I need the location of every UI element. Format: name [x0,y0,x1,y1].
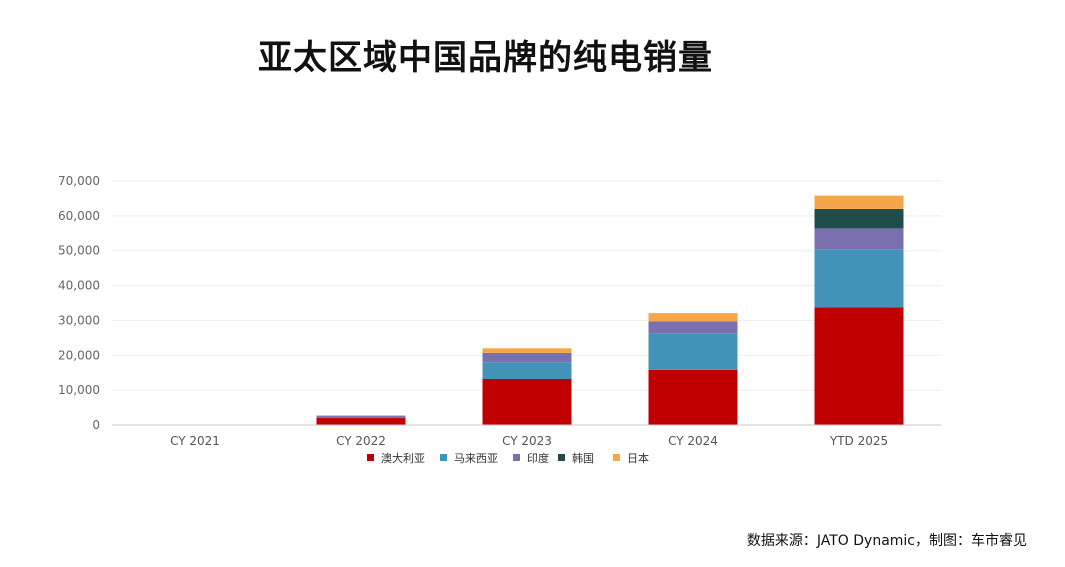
bar-segment [814,307,904,425]
legend-label: 韩国 [572,451,594,465]
x-tick-label: YTD 2025 [829,434,888,448]
y-tick-label: 70,000 [58,174,100,188]
bar-segment [648,321,738,334]
source-note: 数据来源：JATO Dynamic，制图：车市睿见 [746,533,1027,549]
bar-segment [648,369,738,425]
legend-label: 印度 [527,451,549,465]
bar-segment [814,208,904,229]
y-tick-label: 0 [92,418,100,432]
legend-swatch [440,454,447,461]
legend-label: 马来西亚 [454,452,498,465]
bar-segment [482,362,572,379]
y-tick-label: 40,000 [58,279,100,293]
y-tick-label: 20,000 [58,348,100,362]
x-tick-label: CY 2023 [502,434,552,448]
bar-segment [316,416,406,419]
bar-segment [482,352,572,363]
bar-segment [648,333,738,370]
chart-title: 亚太区域中国品牌的纯电销量 [258,38,713,78]
x-axis-ticks: CY 2021 CY 2022 CY 2023 CY 2024 YTD 2025 [170,434,888,448]
legend-label: 澳大利亚 [381,451,425,465]
legend-swatch [558,454,565,461]
y-tick-label: 50,000 [58,244,100,258]
bar-segment [814,195,904,209]
bar-segment [814,249,904,308]
legend-label: 日本 [627,451,649,465]
legend: 澳大利亚 马来西亚 印度 韩国 日本 [367,451,649,465]
y-tick-label: 10,000 [58,383,100,397]
legend-swatch [513,454,520,461]
bar-segment [648,313,738,322]
x-tick-label: CY 2022 [336,434,386,448]
x-tick-label: CY 2021 [170,434,220,448]
x-tick-label: CY 2024 [668,434,718,448]
bar-segment [482,378,572,425]
bars [316,195,904,425]
legend-swatch [613,454,620,461]
y-axis-ticks: 0 10,000 20,000 30,000 40,000 50,000 60,000 70,… [58,174,100,432]
y-tick-label: 30,000 [58,313,100,327]
bar-segment [316,418,406,425]
bar-segment [814,228,904,250]
bar-segment [482,348,572,353]
legend-swatch [367,454,374,461]
y-tick-label: 60,000 [58,209,100,223]
bar-segment [316,415,406,417]
